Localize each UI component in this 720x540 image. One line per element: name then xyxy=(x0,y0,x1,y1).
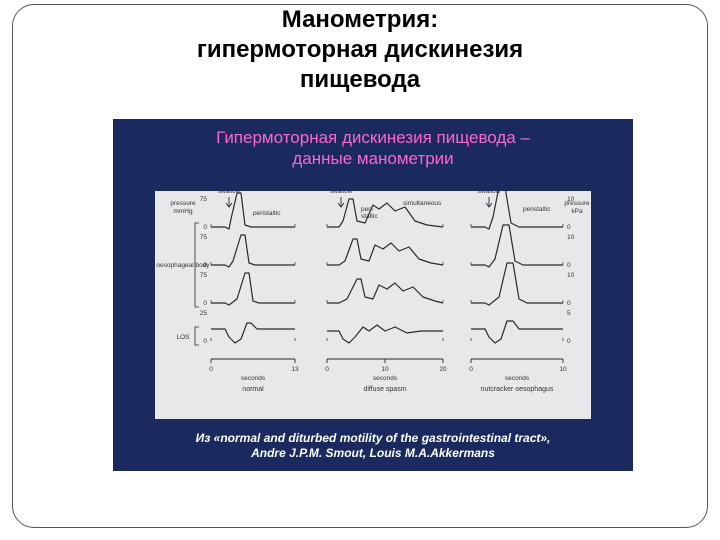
svg-text:0: 0 xyxy=(469,366,473,373)
svg-text:0: 0 xyxy=(567,224,571,231)
svg-text:seconds: seconds xyxy=(373,375,398,382)
svg-text:swallow: swallow xyxy=(330,191,353,195)
svg-text:peri-: peri- xyxy=(361,206,374,213)
svg-text:10: 10 xyxy=(567,196,575,203)
svg-text:0: 0 xyxy=(567,262,571,269)
svg-text:normal: normal xyxy=(242,386,264,393)
slide-frame: Манометрия: гипермоторная дискинезия пищ… xyxy=(12,4,708,528)
svg-text:mmHg: mmHg xyxy=(173,208,193,215)
svg-text:pressure: pressure xyxy=(170,200,196,207)
inner-title-line1: Гипермоторная дискинезия пищевода – xyxy=(125,127,621,148)
svg-text:diffuse spasm: diffuse spasm xyxy=(363,386,406,393)
svg-text:0: 0 xyxy=(567,338,571,345)
svg-text:0: 0 xyxy=(325,366,329,373)
inner-title: Гипермоторная дискинезия пищевода – данн… xyxy=(113,119,633,174)
title-line1: Манометрия: xyxy=(13,5,707,35)
chart-svg: pressuremmHgpressurekPaoesophageal bodyL… xyxy=(155,191,591,419)
svg-text:10: 10 xyxy=(567,272,575,279)
svg-text:peristaltic: peristaltic xyxy=(253,210,281,217)
svg-text:seconds: seconds xyxy=(241,375,266,382)
svg-text:seconds: seconds xyxy=(505,375,530,382)
svg-text:25: 25 xyxy=(200,310,208,317)
title-line2: гипермоторная дискинезия xyxy=(13,35,707,65)
svg-text:5: 5 xyxy=(567,310,571,317)
svg-text:0: 0 xyxy=(203,224,207,231)
title-line3: пищевода xyxy=(13,65,707,95)
svg-text:staltic: staltic xyxy=(361,213,378,220)
citation-line2: Andre J.P.M. Smout, Louis M.A.Akkermans xyxy=(113,446,633,461)
citation-line1: Из «normal and diturbed motility of the … xyxy=(113,431,633,446)
svg-text:0: 0 xyxy=(203,300,207,307)
svg-text:0: 0 xyxy=(203,338,207,345)
manometry-chart: pressuremmHgpressurekPaoesophageal bodyL… xyxy=(155,191,591,419)
svg-text:LOS: LOS xyxy=(176,334,190,341)
svg-text:10: 10 xyxy=(567,234,575,241)
svg-text:75: 75 xyxy=(200,272,208,279)
citation: Из «normal and diturbed motility of the … xyxy=(113,431,633,461)
svg-text:20: 20 xyxy=(439,366,447,373)
svg-text:10: 10 xyxy=(381,366,389,373)
svg-text:simultaneous: simultaneous xyxy=(403,200,442,207)
svg-text:kPa: kPa xyxy=(571,208,583,215)
svg-text:swallow: swallow xyxy=(218,191,241,195)
svg-text:nutcracker oesophagus: nutcracker oesophagus xyxy=(481,386,554,393)
inner-panel: Гипермоторная дискинезия пищевода – данн… xyxy=(113,119,633,471)
svg-text:oesophageal body: oesophageal body xyxy=(156,262,210,269)
svg-text:0: 0 xyxy=(567,300,571,307)
svg-text:0: 0 xyxy=(203,262,207,269)
svg-text:75: 75 xyxy=(200,196,208,203)
inner-title-line2: данные манометрии xyxy=(125,148,621,169)
slide-title: Манометрия: гипермоторная дискинезия пищ… xyxy=(13,5,707,95)
svg-text:swallow: swallow xyxy=(478,191,501,195)
svg-text:0: 0 xyxy=(209,366,213,373)
svg-text:10: 10 xyxy=(559,366,567,373)
svg-text:13: 13 xyxy=(291,366,299,373)
svg-text:75: 75 xyxy=(200,234,208,241)
svg-text:peristaltic: peristaltic xyxy=(523,206,551,213)
